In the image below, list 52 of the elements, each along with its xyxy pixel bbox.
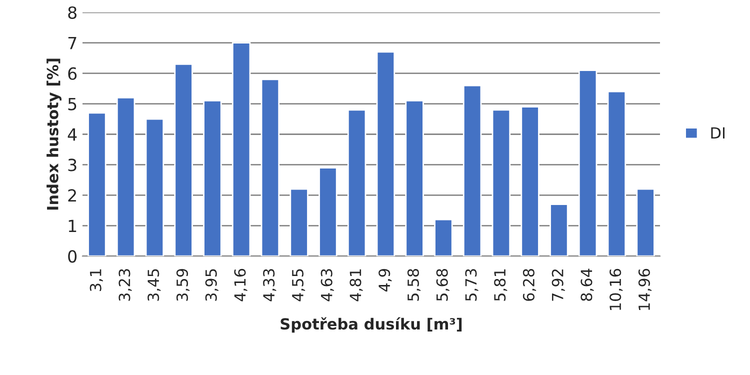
- y-tick-label: 6: [68, 67, 77, 80]
- legend-label: DI: [711, 127, 725, 138]
- bar: [462, 84, 482, 256]
- x-tick-label: 3,59: [176, 269, 190, 301]
- bar: [520, 106, 540, 256]
- bar: [550, 204, 568, 256]
- bar: [290, 188, 308, 256]
- x-tick-label: 10,16: [610, 268, 623, 310]
- x-axis-title: Spotřeba dusíku [m³]: [280, 317, 462, 333]
- bar: [578, 70, 598, 256]
- x-tick-label: 8,64: [580, 268, 594, 301]
- x-tick-label: 4,55: [292, 269, 306, 302]
- y-tick-label: 5: [68, 98, 76, 110]
- bar: [203, 100, 222, 256]
- x-tick-label: 3,95: [205, 269, 218, 301]
- x-tick-label: 4,63: [320, 269, 334, 302]
- y-tick-label: 0: [68, 250, 77, 263]
- x-tick-label: 4,81: [350, 269, 363, 302]
- bar: [145, 118, 164, 256]
- bar: [347, 109, 366, 256]
- bar: [492, 109, 511, 256]
- bar: [636, 188, 655, 256]
- x-tick-label: 3,23: [118, 269, 132, 301]
- x-tick-label: 5,81: [494, 269, 508, 301]
- bar: [434, 218, 453, 256]
- bar: [260, 78, 280, 256]
- bar: [376, 51, 396, 256]
- y-tick-label: 1: [68, 220, 76, 232]
- x-tick-label: 7,92: [552, 269, 565, 301]
- bar: [232, 42, 251, 256]
- x-tick-label: 4,16: [234, 268, 248, 302]
- x-tick-label: 4,33: [263, 269, 276, 302]
- y-axis-title: Index hustoty [%]: [46, 58, 62, 210]
- bar: [607, 90, 626, 256]
- x-tick-label: 5,73: [465, 269, 478, 301]
- y-tick-label: 2: [68, 189, 76, 202]
- bar: [88, 112, 106, 256]
- x-tick-label: 3,1: [90, 269, 103, 292]
- bar: [116, 96, 136, 256]
- x-tick-label: 5,58: [407, 268, 421, 301]
- y-tick-label: 4: [68, 128, 77, 141]
- x-tick-label: 4,9: [378, 269, 392, 292]
- x-tick-label: 14,96: [638, 268, 652, 310]
- x-tick-label: 6,28: [522, 268, 536, 301]
- y-tick-label: 7: [68, 37, 76, 50]
- bar: [174, 63, 193, 256]
- x-tick-label: 3,45: [148, 269, 161, 301]
- y-tick-label: 3: [68, 158, 76, 172]
- x-tick-label: 5,68: [436, 268, 450, 301]
- bar: [405, 100, 424, 256]
- bar: [318, 167, 338, 256]
- y-tick-label: 8: [68, 6, 76, 19]
